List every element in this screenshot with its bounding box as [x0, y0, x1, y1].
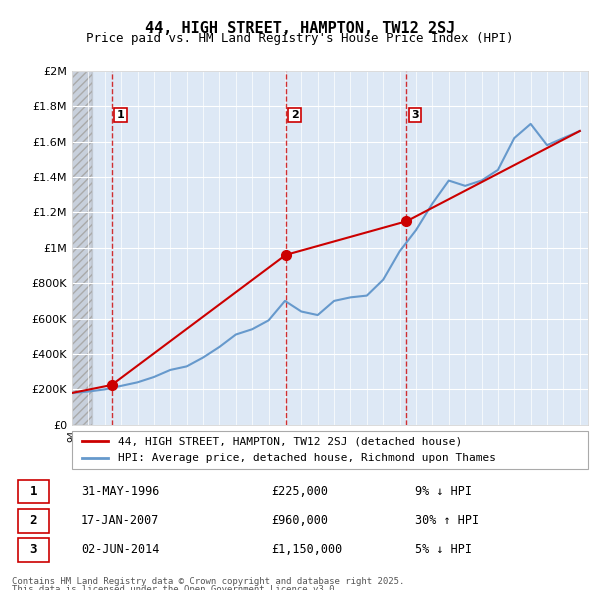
Text: 2: 2	[290, 110, 298, 120]
FancyBboxPatch shape	[72, 431, 588, 469]
Text: Price paid vs. HM Land Registry's House Price Index (HPI): Price paid vs. HM Land Registry's House …	[86, 32, 514, 45]
Text: £225,000: £225,000	[271, 485, 328, 498]
Text: 17-JAN-2007: 17-JAN-2007	[81, 514, 160, 527]
Text: 9% ↓ HPI: 9% ↓ HPI	[415, 485, 472, 498]
Text: 44, HIGH STREET, HAMPTON, TW12 2SJ (detached house): 44, HIGH STREET, HAMPTON, TW12 2SJ (deta…	[118, 437, 463, 447]
FancyBboxPatch shape	[18, 480, 49, 503]
Text: 30% ↑ HPI: 30% ↑ HPI	[415, 514, 479, 527]
Text: 02-JUN-2014: 02-JUN-2014	[81, 543, 160, 556]
Text: 1: 1	[29, 485, 37, 498]
FancyBboxPatch shape	[18, 509, 49, 533]
Text: 5% ↓ HPI: 5% ↓ HPI	[415, 543, 472, 556]
FancyBboxPatch shape	[18, 538, 49, 562]
Text: £960,000: £960,000	[271, 514, 328, 527]
Polygon shape	[72, 71, 92, 425]
Text: Contains HM Land Registry data © Crown copyright and database right 2025.: Contains HM Land Registry data © Crown c…	[12, 577, 404, 586]
Text: HPI: Average price, detached house, Richmond upon Thames: HPI: Average price, detached house, Rich…	[118, 453, 496, 463]
Text: This data is licensed under the Open Government Licence v3.0.: This data is licensed under the Open Gov…	[12, 585, 340, 590]
Text: 3: 3	[412, 110, 419, 120]
Text: 2: 2	[29, 514, 37, 527]
Text: 1: 1	[116, 110, 124, 120]
Text: £1,150,000: £1,150,000	[271, 543, 343, 556]
Text: 44, HIGH STREET, HAMPTON, TW12 2SJ: 44, HIGH STREET, HAMPTON, TW12 2SJ	[145, 21, 455, 35]
Text: 3: 3	[29, 543, 37, 556]
Text: 31-MAY-1996: 31-MAY-1996	[81, 485, 160, 498]
